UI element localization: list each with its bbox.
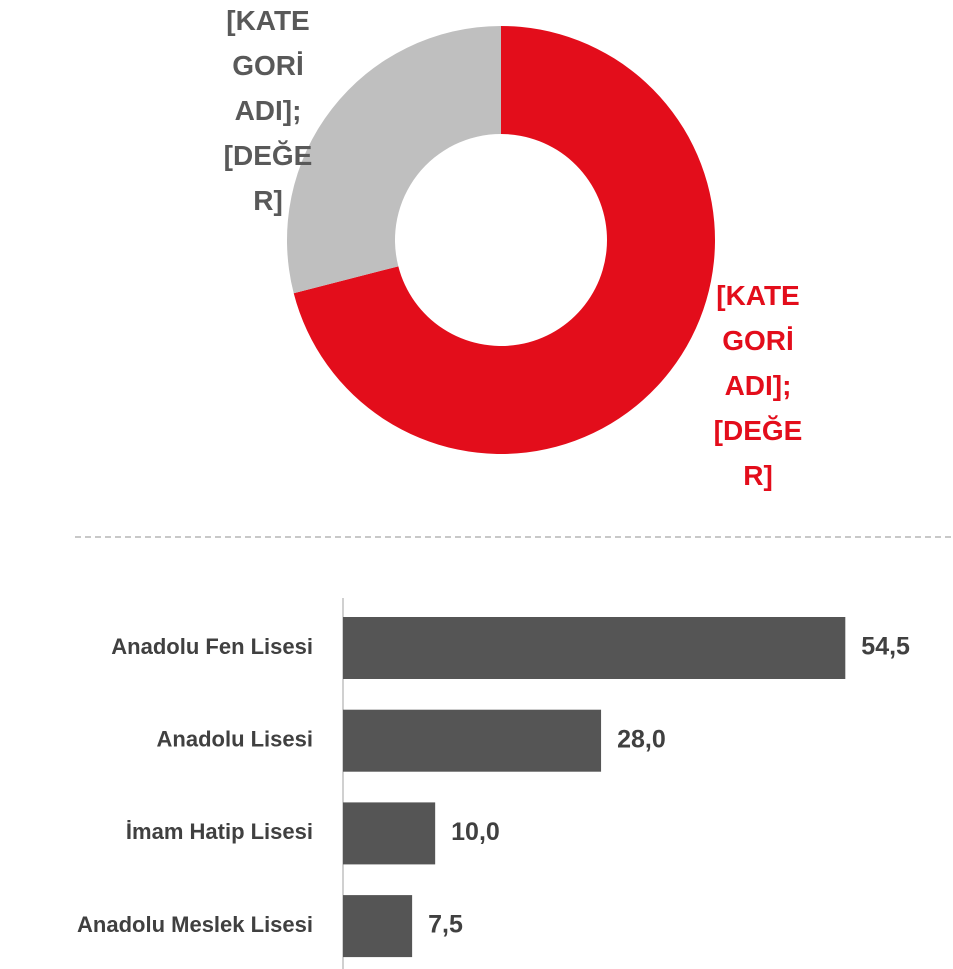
value-label: 10,0 — [451, 818, 500, 846]
donut-slice — [287, 26, 501, 294]
value-label: 54,5 — [861, 633, 910, 661]
category-label: Anadolu Lisesi — [157, 727, 313, 752]
value-label: 7,5 — [428, 911, 463, 939]
bar — [343, 895, 413, 958]
donut-slice — [293, 26, 715, 455]
value-label: 28,0 — [617, 725, 666, 753]
bar — [343, 709, 602, 772]
category-label: İmam Hatip Lisesi — [126, 819, 313, 844]
category-label: Anadolu Meslek Lisesi — [77, 912, 313, 937]
bar — [343, 617, 846, 679]
slice-label: [KATEGORİ ADI]; [DEĞER] — [223, 5, 313, 216]
category-label: Anadolu Fen Lisesi — [111, 634, 313, 659]
bar — [343, 802, 436, 865]
slice-label: [KATEGORİ ADI]; [DEĞER] — [713, 280, 803, 491]
